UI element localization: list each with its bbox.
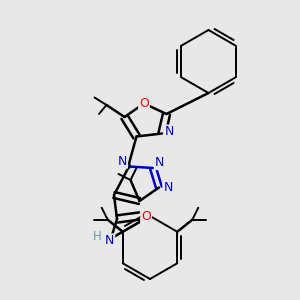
Text: N: N [155, 156, 164, 169]
Text: N: N [165, 125, 174, 139]
Text: H: H [93, 230, 102, 243]
Text: N: N [163, 181, 173, 194]
Text: N: N [118, 154, 127, 168]
Text: O: O [139, 97, 149, 110]
Text: O: O [141, 209, 151, 223]
Text: N: N [105, 234, 114, 248]
